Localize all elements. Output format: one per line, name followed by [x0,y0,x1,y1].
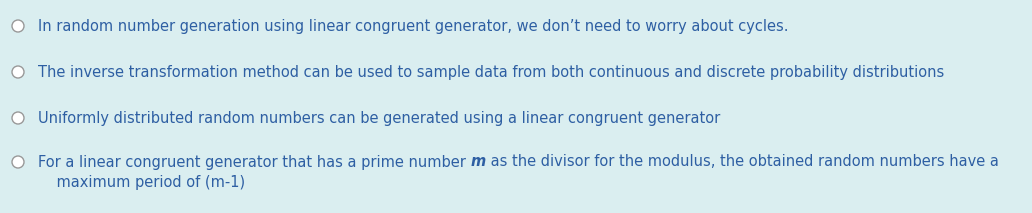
Text: maximum period of (m-1): maximum period of (m-1) [38,174,246,190]
Circle shape [12,20,24,32]
Text: For a linear congruent generator that has a prime number: For a linear congruent generator that ha… [38,154,471,170]
Circle shape [12,156,24,168]
Circle shape [12,112,24,124]
Text: In random number generation using linear congruent generator, we don’t need to w: In random number generation using linear… [38,19,788,33]
Text: as the divisor for the modulus, the obtained random numbers have a: as the divisor for the modulus, the obta… [486,154,999,170]
Text: Uniformly distributed random numbers can be generated using a linear congruent g: Uniformly distributed random numbers can… [38,111,720,125]
Text: m: m [471,154,486,170]
Circle shape [12,66,24,78]
Text: The inverse transformation method can be used to sample data from both continuou: The inverse transformation method can be… [38,65,944,79]
